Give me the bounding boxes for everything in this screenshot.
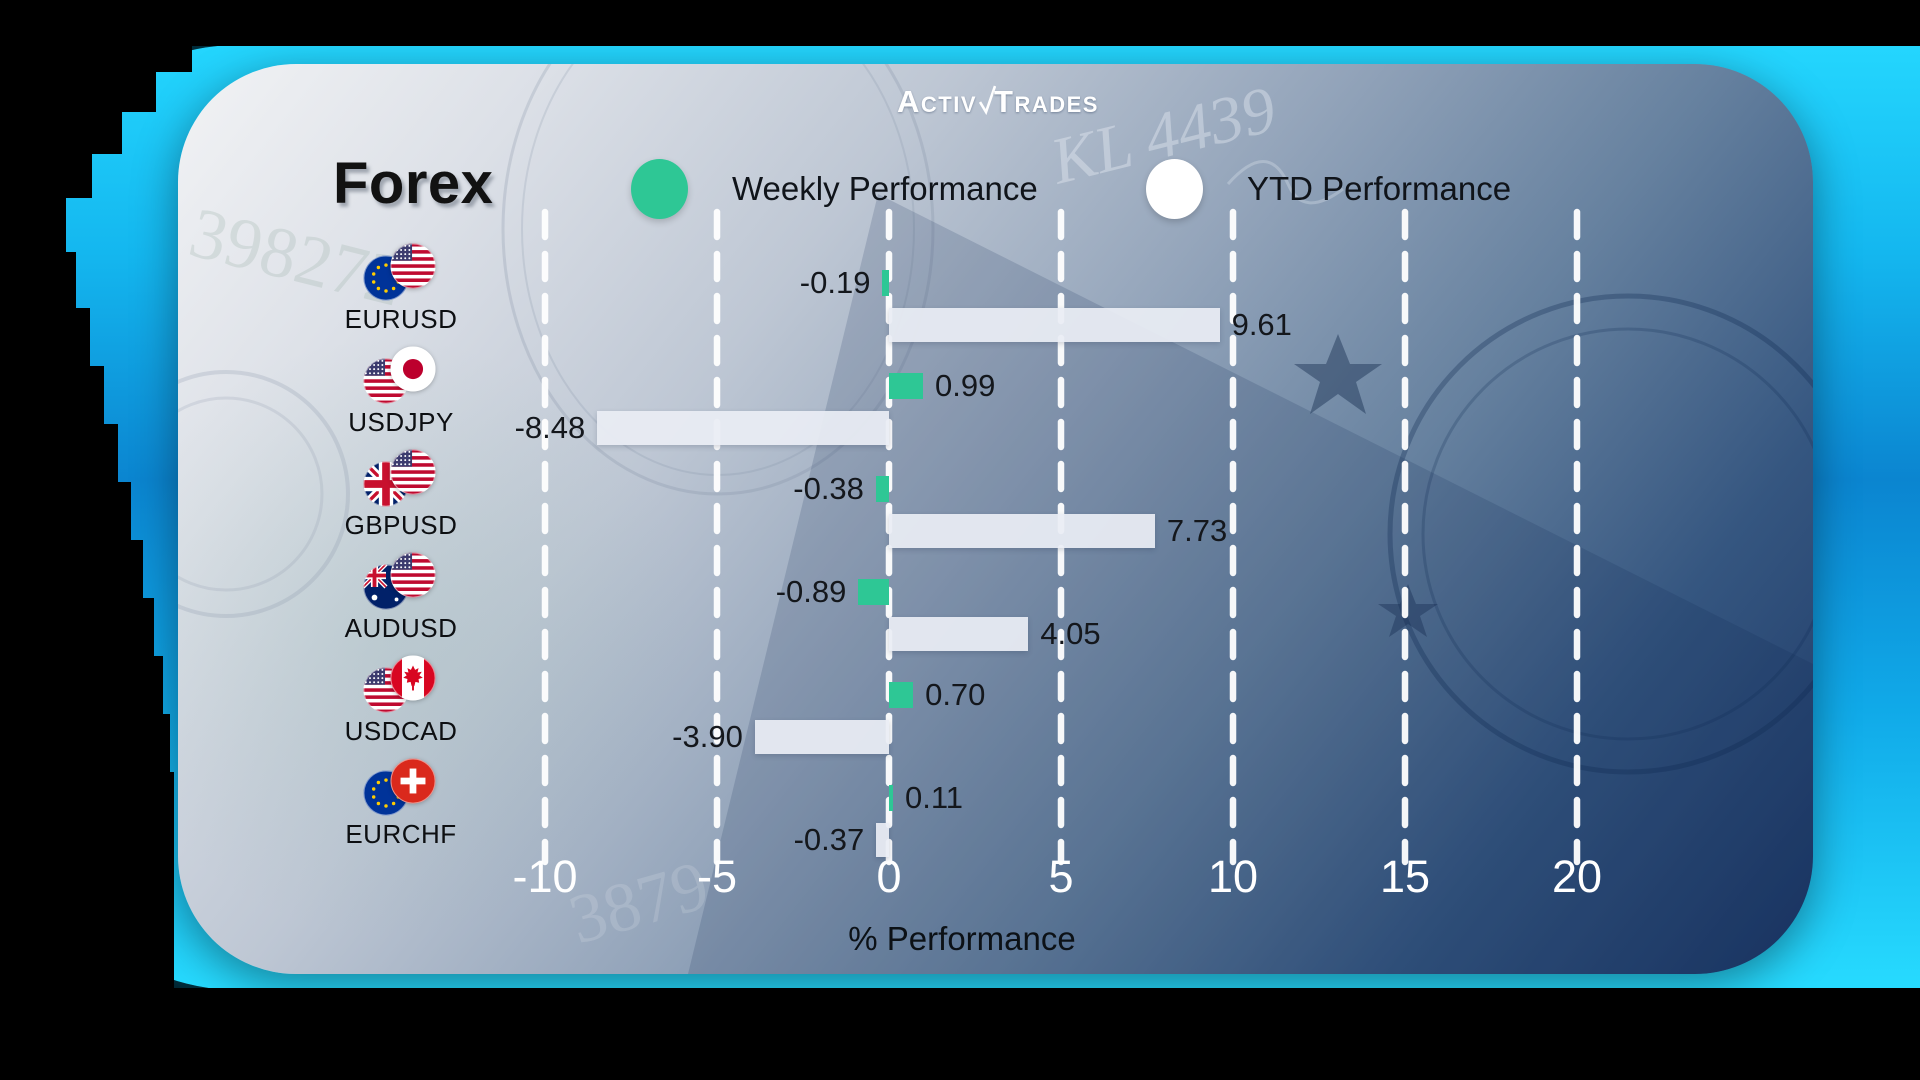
x-tick-label: 0 [876,851,902,902]
logo-text-trades: Trades [994,84,1099,119]
pair-label-audusd: AUDUSD [344,613,458,643]
flag-pair-gbpusd [363,449,437,507]
x-tick-label: 10 [1207,851,1259,902]
quote-flag [390,243,436,294]
audusd-ytd-bar [889,617,1029,651]
usdjpy-weekly-bar [889,373,924,399]
logo-checkmark-icon [978,85,997,116]
x-tick-label: 20 [1551,851,1603,902]
eurusd-ytd-value: 9.61 [1231,307,1292,342]
usdcad-ytd-bar [754,720,889,754]
usdcad-ytd-value: -3.90 [672,719,743,754]
audusd-weekly-value: -0.89 [775,574,847,609]
eurusd-weekly-bar [882,270,889,296]
flag-pair-audusd [363,552,437,610]
x-tick-label: 15 [1379,851,1431,902]
flag-pair-usdcad [363,655,437,713]
quote-flag [390,655,436,706]
pair-label-eurchf: EURCHF [345,819,457,849]
x-tick-label: 5 [1048,851,1074,902]
top-letterbox [0,0,1920,46]
quote-flag [390,758,436,809]
usdjpy-weekly-value: 0.99 [935,368,996,403]
usdcad-weekly-value: 0.70 [925,677,986,712]
eurchf-weekly-value: 0.11 [905,780,964,815]
gbpusd-ytd-bar [889,514,1155,548]
pair-label-usdcad: USDCAD [344,716,458,746]
us-flag-icon [390,243,436,289]
flag-pair-eurchf [363,758,437,816]
svg-text:3879: 3879 [561,847,717,960]
jp-flag-icon [390,346,436,392]
usdjpy-ytd-bar [597,411,889,445]
legend-label-ytd: YTD Performance [1247,170,1512,207]
quote-flag [390,552,436,603]
eurusd-weekly-value: -0.19 [799,265,871,300]
us-flag-icon [390,449,436,495]
audusd-weekly-bar [858,579,889,605]
ytd-legend-dot-icon [1146,159,1203,219]
gbpusd-weekly-value: -0.38 [793,471,864,506]
pair-label-gbpusd: GBPUSD [344,510,458,540]
eurchf-weekly-bar [889,785,893,811]
x-tick-label: -5 [696,851,738,902]
page-title: Forex [333,151,494,216]
legend-item-ytd: YTD Performance [1146,159,1511,219]
usdjpy-ytd-value: -8.48 [514,410,586,445]
logo-text-activ: Activ [897,84,978,119]
eurchf-ytd-bar [876,823,889,857]
pair-label-usdjpy: USDJPY [348,407,454,437]
pair-label-eurusd: EURUSD [344,304,458,334]
eurchf-ytd-value: -0.37 [793,822,865,857]
gbpusd-weekly-bar [875,476,889,502]
us-flag-icon [390,552,436,598]
quote-flag [390,346,436,397]
legend-item-weekly: Weekly Performance [631,159,1038,219]
legend-label-weekly: Weekly Performance [732,170,1038,207]
gbpusd-ytd-value: 7.73 [1166,513,1228,548]
ca-flag-icon [390,655,436,701]
flag-pair-usdjpy [363,346,437,404]
x-axis-label: % Performance [848,920,1076,957]
usdcad-weekly-bar [889,682,914,708]
flag-pair-eurusd [363,243,437,301]
ch-flag-icon [390,758,436,804]
audusd-ytd-value: 4.05 [1040,616,1101,651]
quote-flag [390,449,436,500]
eurusd-ytd-bar [889,308,1220,342]
bottom-letterbox [0,988,1920,1080]
activtrades-logo: Activ Trades [897,84,1099,120]
weekly-legend-dot-icon [631,159,688,219]
x-tick-label: -10 [512,851,578,902]
